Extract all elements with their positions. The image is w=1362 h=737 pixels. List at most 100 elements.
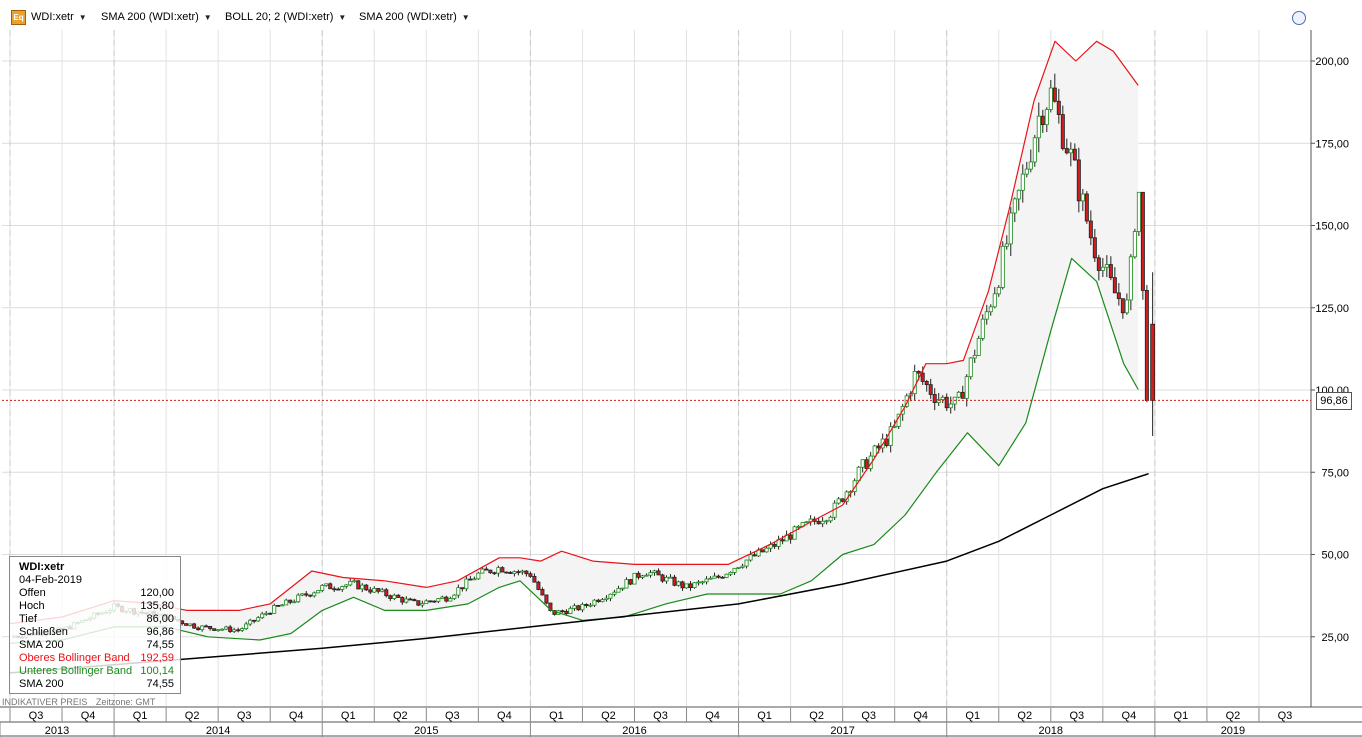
legend-row-label: Tief [19,613,37,625]
candle-up [668,576,673,579]
candle-up [380,589,385,592]
candle-up [736,566,741,569]
candle-up [1028,161,1033,170]
candle-up [200,625,205,631]
candle-down [428,600,433,603]
candle-down [364,584,369,591]
candle-up [472,578,477,581]
legend-row-value: 74,55 [146,639,174,651]
last-price-badge: 96,86 [1316,392,1352,410]
candle-up [696,581,701,584]
legend-row: Hoch 135,80 [19,600,174,613]
candle-down [1144,290,1149,401]
candle-down [400,597,405,603]
legend-row: Offen 120,00 [19,587,174,600]
candle-up [652,570,657,574]
candle-down [332,588,337,591]
candle-down [516,571,521,574]
legend-row-label: SMA 200 [19,678,64,690]
legend-title: WDI:xetr [19,561,65,573]
candle-up [996,287,1001,295]
bollinger-band-area [10,41,1139,644]
candle-up [980,318,985,339]
candle-down [388,595,393,599]
bollinger-indicator-label: BOLL 20; 2 (WDI:xetr) [225,11,334,23]
candle-up [700,581,705,584]
dropdown-arrow-icon: ▼ [338,13,347,22]
candle-up [976,337,981,356]
sma-indicator-2-dropdown[interactable]: SMA 200 (WDI:xetr) ▼ [359,10,470,24]
quarter-label: Q3 [29,710,44,722]
candle-down [1088,220,1093,239]
candle-down [1120,298,1125,314]
candle-down [660,574,665,582]
candle-up [888,426,893,446]
candle-up [732,567,737,573]
data-legend: WDI:xetr 04-Feb-2019 Offen 120,00 Hoch 135,… [9,556,181,694]
candle-down [780,539,785,542]
legend-row-value: 135,80 [140,600,174,612]
candle-down [656,570,661,576]
candle-up [620,587,625,590]
indicative-price-label: INDIKATIVER PREIS [2,697,88,707]
candle-up [456,587,461,596]
bollinger-indicator-dropdown[interactable]: BOLL 20; 2 (WDI:xetr) ▼ [225,10,346,24]
candle-up [312,592,317,597]
candle-down [384,589,389,597]
quarter-label: Q1 [133,710,148,722]
quarter-label: Q3 [653,710,668,722]
candle-up [256,617,261,622]
candle-down [1096,257,1101,271]
candle-down [1052,87,1057,102]
candle-up [764,547,769,553]
quarter-label: Q1 [1174,710,1189,722]
candle-up [1024,168,1029,175]
candle-up [588,604,593,607]
candle-down [680,581,685,589]
candle-up [300,593,305,596]
quarter-label: Q2 [185,710,200,722]
candle-up [232,629,237,632]
candle-up [728,572,733,575]
candle-up [260,613,265,619]
candle-up [856,466,861,482]
candle-down [720,576,725,579]
candle-up [852,480,857,492]
quarter-label: Q4 [81,710,96,722]
candle-up [520,570,525,573]
candle-up [640,575,645,578]
candle-down [1108,264,1113,279]
candle-up [440,596,445,600]
instrument-dropdown[interactable]: WDI:xetr ▼ [31,10,87,24]
candle-up [220,628,225,631]
candle-up [496,567,501,574]
candle-down [544,594,549,604]
candle-up [1044,109,1049,126]
year-label: 2014 [206,725,230,737]
candle-up [348,580,353,586]
candle-up [1020,173,1025,191]
equity-icon[interactable]: Eq [11,10,26,25]
candle-up [708,577,713,580]
candle-down [508,571,513,574]
candle-down [1084,193,1089,222]
candle-up [712,575,717,579]
candle-up [624,579,629,589]
y-tick-label: 150,00 [1315,221,1349,233]
sma-indicator-dropdown[interactable]: SMA 200 (WDI:xetr) ▼ [101,10,212,24]
candle-down [576,605,581,611]
legend-row-label: Unteres Bollinger Band [19,665,133,677]
legend-row-value: 100,14 [140,665,174,677]
candle-up [828,516,833,522]
candle-up [248,619,253,625]
legend-row-label: Hoch [19,600,45,612]
candle-down [500,567,505,573]
candle-up [424,600,429,604]
year-label: 2013 [45,725,69,737]
clock-icon[interactable] [1292,11,1306,25]
candle-down [540,589,545,596]
legend-row-value: 74,55 [146,678,174,690]
candle-up [740,565,745,568]
candle-up [676,581,681,586]
candle-down [932,394,937,404]
